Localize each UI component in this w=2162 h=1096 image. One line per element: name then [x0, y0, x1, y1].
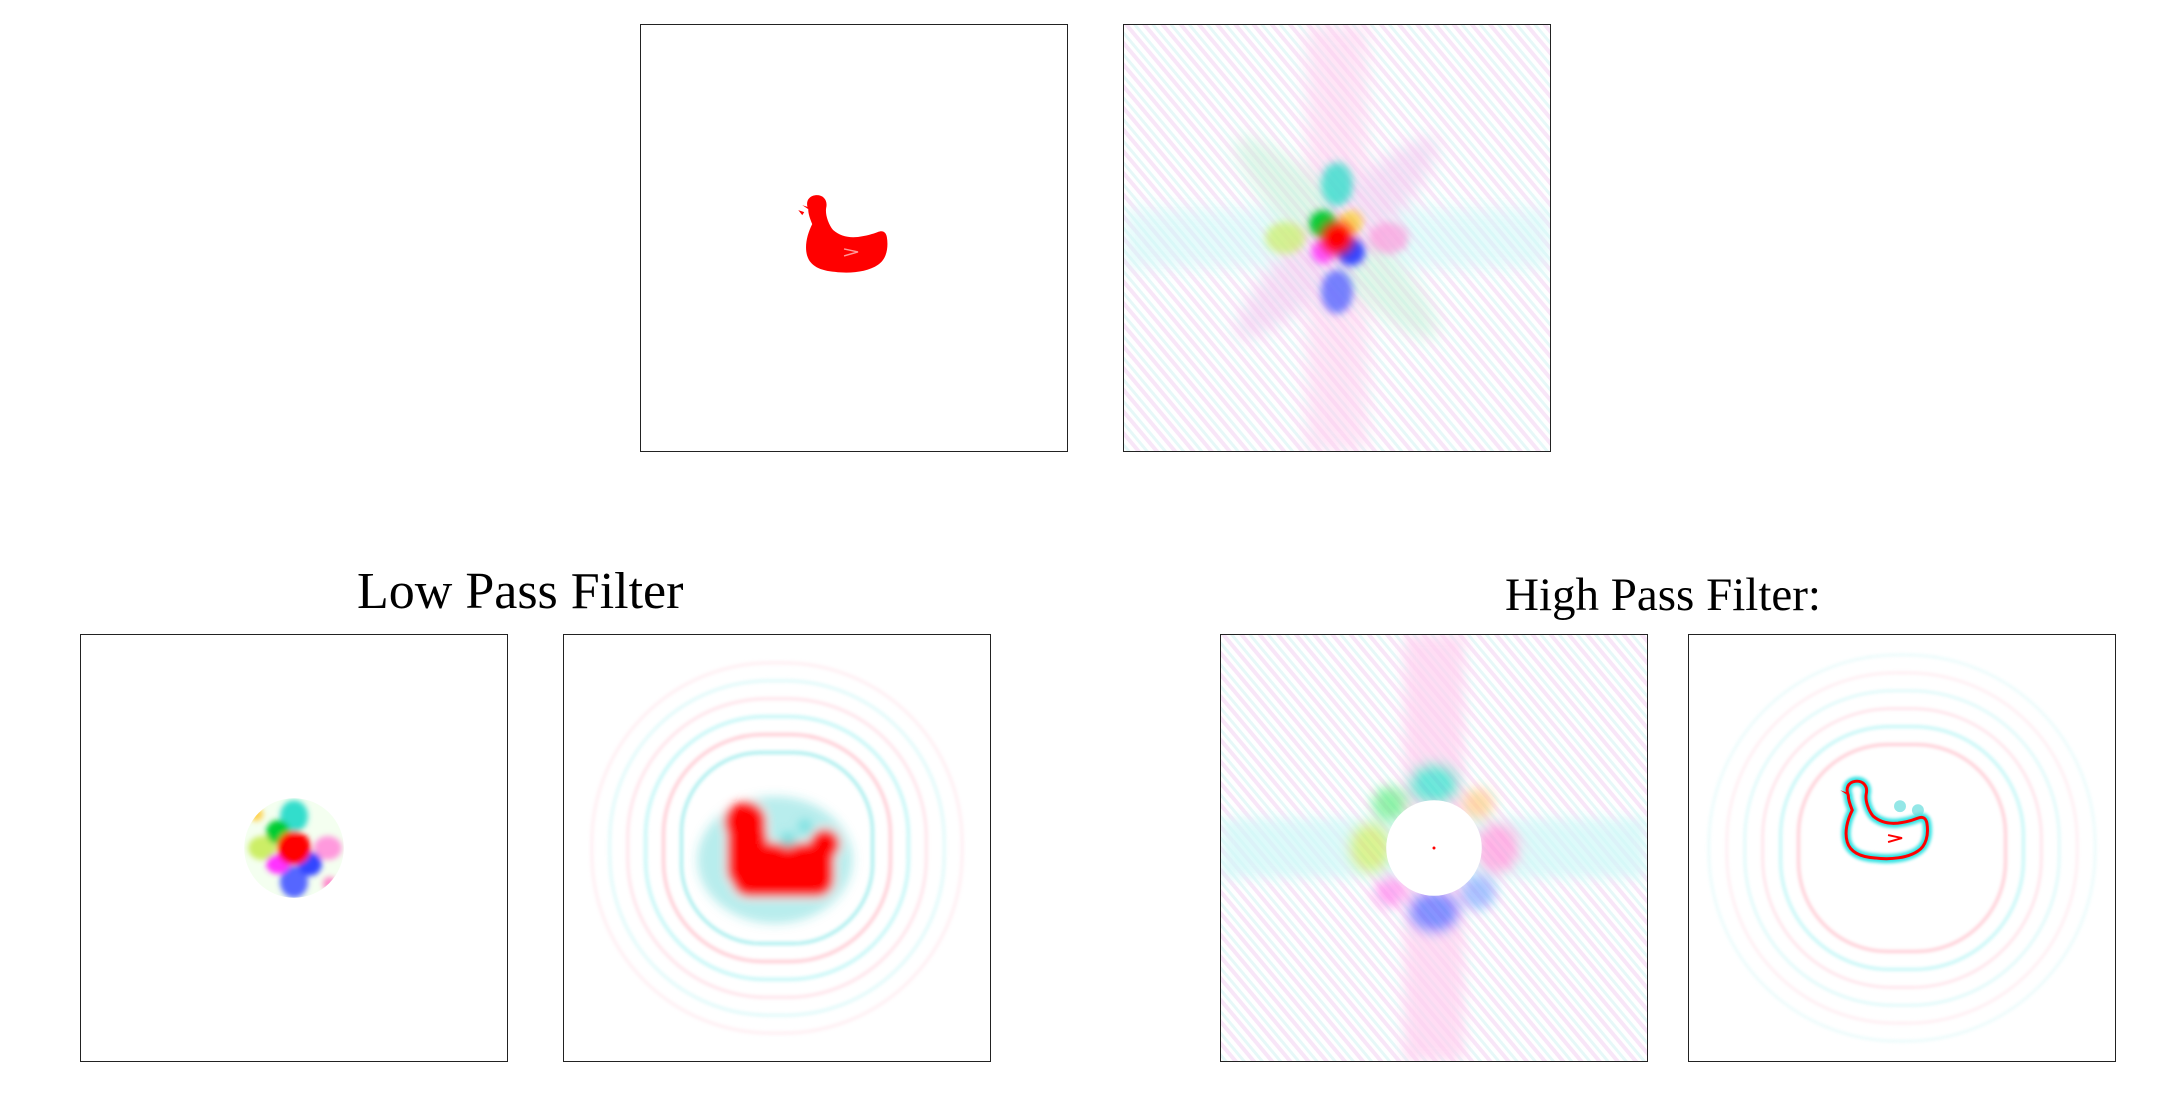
high-pass-result-panel [1688, 634, 2116, 1062]
high-pass-result-image [1707, 653, 2097, 1043]
low-pass-spectrum-panel [80, 634, 508, 1062]
high-pass-spectrum-panel [1220, 634, 1648, 1062]
frequency-spectrum-panel [1123, 24, 1551, 452]
spectrum-center [1265, 162, 1409, 314]
low-pass-result-image [590, 661, 964, 1035]
high-pass-spectrum-image [1221, 635, 1647, 1061]
duck-image [798, 195, 888, 273]
blurred-duck [697, 796, 853, 924]
original-image-panel [640, 24, 1068, 452]
low-pass-filter-title: Low Pass Filter [357, 563, 684, 620]
spectrum-image [1124, 25, 1550, 451]
low-pass-result-panel [563, 634, 991, 1062]
duck-outline [1840, 776, 1932, 864]
low-pass-spectrum-image [244, 798, 344, 898]
high-pass-filter-title: High Pass Filter: [1505, 569, 1821, 621]
duck-shape [798, 195, 888, 273]
